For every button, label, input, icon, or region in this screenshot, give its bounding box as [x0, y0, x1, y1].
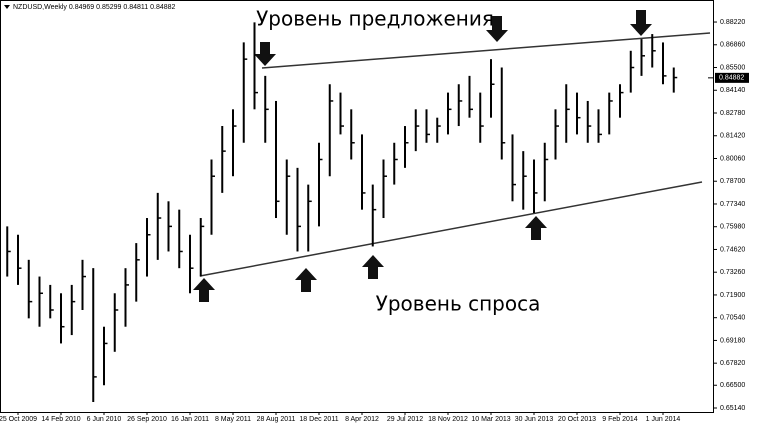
x-tick-label: 28 Aug 2011 — [257, 416, 296, 423]
arrows — [193, 10, 652, 302]
last-price-box — [715, 72, 749, 83]
x-tick-label: 29 Jul 2012 — [387, 416, 423, 423]
chart-title: NZDUSD,Weekly 0.84969 0.85299 0.84811 0.… — [13, 4, 176, 11]
x-tick-label: 20 Oct 2013 — [558, 416, 596, 423]
y-tick-label: 0.86860 — [720, 42, 745, 49]
demand-label: Уровень спроса — [376, 292, 541, 316]
y-tick-label: 0.71900 — [720, 292, 745, 299]
up-arrow — [525, 216, 547, 240]
y-tick-label: 0.66500 — [720, 382, 745, 389]
y-tick-label: 0.81420 — [720, 133, 745, 140]
supply-label: Уровень предложения — [256, 7, 494, 31]
y-tick-label: 0.74620 — [720, 246, 745, 253]
y-tick-label: 0.70540 — [720, 315, 745, 322]
y-tick-label: 0.84140 — [720, 87, 745, 94]
y-tick-label: 0.85500 — [720, 64, 745, 71]
up-arrow — [193, 278, 215, 302]
x-tick-label: 10 Mar 2013 — [471, 416, 510, 423]
y-tick-label: 0.65140 — [720, 405, 745, 412]
x-tick-label: 30 Jun 2013 — [515, 416, 554, 423]
x-tick-label: 6 Jun 2010 — [87, 416, 122, 423]
y-tick-label: 0.78700 — [720, 178, 745, 185]
x-tick-label: 9 Feb 2014 — [602, 416, 638, 423]
x-tick-label: 26 Sep 2010 — [127, 416, 167, 423]
resistance-line — [261, 32, 711, 69]
y-tick-label: 0.82780 — [720, 110, 745, 117]
x-tick-label: 1 Jun 2014 — [646, 416, 681, 423]
down-arrow — [486, 16, 508, 42]
x-tick-label: 16 Jan 2011 — [171, 416, 209, 423]
support-line — [199, 181, 703, 277]
y-tick-label: 0.75980 — [720, 224, 745, 231]
up-arrow — [362, 255, 384, 279]
y-tick-label: 0.69180 — [720, 337, 745, 344]
x-tick-label: 18 Nov 2012 — [428, 416, 468, 423]
y-tick-label: 0.77340 — [720, 201, 745, 208]
up-arrow — [295, 268, 317, 292]
y-tick-label: 0.88220 — [720, 19, 745, 26]
last-price-label: 0.84882 — [719, 75, 744, 82]
y-tick-label: 0.80060 — [720, 155, 745, 162]
y-tick-label: 0.73260 — [720, 269, 745, 276]
y-tick-label: 0.67820 — [720, 360, 745, 367]
x-tick-label: 8 Apr 2012 — [345, 416, 379, 423]
x-tick-label: 8 May 2011 — [215, 416, 251, 423]
down-arrow — [630, 10, 652, 36]
plot-frame — [0, 0, 714, 413]
down-arrow — [254, 42, 276, 66]
x-tick-label: 18 Dec 2011 — [299, 416, 338, 423]
x-tick-label: 14 Feb 2010 — [41, 416, 80, 423]
menu-icon — [4, 5, 10, 9]
x-tick-label: 25 Oct 2009 — [0, 416, 37, 423]
